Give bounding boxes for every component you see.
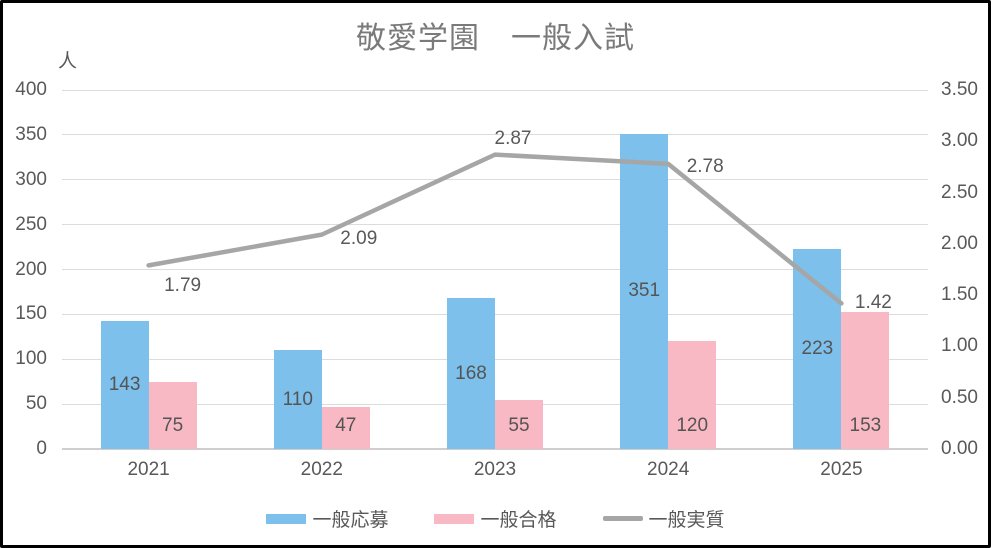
left-axis-tick: 150 [15,303,47,325]
left-axis-tick: 0 [36,438,47,459]
x-axis-label: 2023 [473,459,517,480]
applications-bar-value-label: 143 [108,373,141,395]
ratio-value-label: 2.78 [686,155,724,177]
right-axis-tick: 3.00 [941,130,978,152]
applications-bar-value-label: 168 [455,362,487,384]
gridline [62,358,928,360]
accepted-bar-value-label: 55 [508,415,530,436]
left-axis-unit-label: 人 [58,51,78,72]
ratio-value-label: 1.42 [854,292,892,314]
right-axis-tick: 1.00 [941,335,978,357]
accepted-swatch-icon [434,513,475,524]
right-axis-tick: 2.00 [941,232,978,254]
applications-swatch-icon [266,513,307,524]
gridline [62,134,928,136]
ratio-value-label: 2.09 [340,227,378,249]
legend-item-applications: 一般応募 [266,505,388,532]
accepted-bar-value-label: 47 [335,415,357,436]
accepted-bar-2024 [668,341,717,449]
gridline [62,89,928,91]
right-axis-tick: 0.50 [941,386,978,408]
accepted-bar-2021 [148,381,197,449]
left-axis-tick: 50 [25,393,47,415]
right-axis-tick: 2.50 [941,181,978,203]
ratio-value-label: 1.79 [164,275,202,297]
accepted-bar-value-label: 120 [676,415,709,436]
x-axis-label: 2022 [300,459,343,480]
legend-item-ratio: 一般実質 [602,505,725,532]
ratio-line-swatch-icon [602,516,643,521]
gridline [62,313,928,315]
ratio-value-label: 2.87 [494,127,532,149]
chart-title: 敬愛学園 一般入試 [356,22,635,55]
accepted-bar-2022 [321,406,370,449]
accepted-bar-2025 [841,311,890,449]
x-axis-line [62,448,928,450]
applications-bar-2022 [273,350,322,449]
applications-bar-value-label: 110 [282,388,313,410]
right-axis-tick: 0.00 [941,438,978,459]
left-axis-tick: 350 [15,123,47,145]
accepted-bar-2023 [495,399,543,449]
chart-canvas: 敬愛学園 一般入試 人 0 50 100 150 200 250 300 350 400 0.0… [3,3,988,545]
accepted-bar-value-label: 153 [849,415,882,436]
applications-bar-value-label: 223 [801,337,834,359]
legend-item-accepted: 一般合格 [434,505,557,532]
left-axis-tick: 200 [15,258,47,280]
right-axis-tick: 3.50 [941,79,978,100]
legend-label-accepted: 一般合格 [480,510,557,531]
accepted-bar-value-label: 75 [162,415,184,436]
legend-label-ratio: 一般実質 [648,510,725,531]
left-axis-tick: 300 [15,168,47,190]
x-axis-label: 2024 [647,459,690,480]
left-axis-tick: 400 [15,79,47,100]
applications-bar-2021 [100,320,149,449]
left-axis-tick: 100 [15,348,47,370]
applications-bar-value-label: 351 [628,280,661,302]
legend: 一般応募 一般合格 一般実質 [3,505,988,532]
ratio-line [146,152,844,306]
applications-bar-2023 [447,298,495,449]
gridline [62,224,928,226]
right-axis-tick: 1.50 [941,284,978,306]
gridline [62,179,928,181]
x-axis-label: 2021 [127,459,170,480]
legend-label-applications: 一般応募 [312,510,389,531]
left-axis-tick: 250 [15,213,47,235]
x-axis-label: 2025 [820,459,863,480]
